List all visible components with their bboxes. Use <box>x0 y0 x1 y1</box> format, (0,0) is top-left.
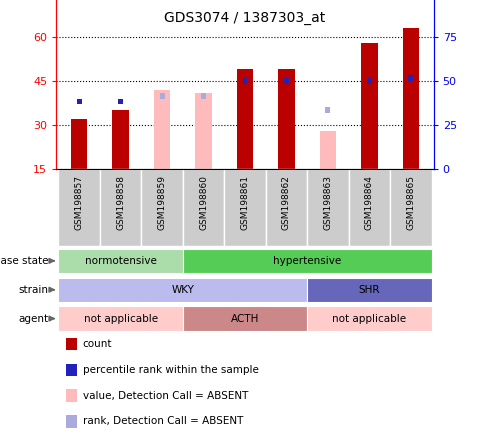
Text: GSM198864: GSM198864 <box>365 175 374 230</box>
Bar <box>76 99 82 104</box>
Text: hypertensive: hypertensive <box>273 256 342 266</box>
Bar <box>100 169 141 246</box>
Bar <box>349 169 390 246</box>
Bar <box>319 131 336 169</box>
Text: GSM198861: GSM198861 <box>241 175 249 230</box>
Bar <box>361 43 378 169</box>
Text: GSM198858: GSM198858 <box>116 175 125 230</box>
Text: disease state: disease state <box>0 256 49 266</box>
Bar <box>112 110 129 169</box>
Bar <box>237 69 253 169</box>
Bar <box>183 306 307 331</box>
Bar <box>71 119 87 169</box>
Bar <box>195 93 212 169</box>
Bar <box>183 169 224 246</box>
Text: percentile rank within the sample: percentile rank within the sample <box>83 365 259 375</box>
Text: GSM198859: GSM198859 <box>158 175 167 230</box>
Text: WKY: WKY <box>172 285 194 295</box>
Text: count: count <box>83 339 112 349</box>
Text: GSM198857: GSM198857 <box>74 175 84 230</box>
Bar <box>58 249 183 273</box>
Bar <box>408 75 414 81</box>
Text: ACTH: ACTH <box>231 313 259 324</box>
Bar <box>390 169 432 246</box>
Text: strain: strain <box>19 285 49 295</box>
Bar <box>307 306 432 331</box>
Text: agent: agent <box>19 313 49 324</box>
Text: normotensive: normotensive <box>85 256 156 266</box>
Bar <box>224 169 266 246</box>
Bar <box>201 93 206 99</box>
Bar <box>266 169 307 246</box>
Bar <box>243 78 247 84</box>
Bar <box>58 278 307 302</box>
Bar <box>284 78 289 84</box>
Bar <box>278 69 295 169</box>
Bar <box>118 99 123 104</box>
Text: SHR: SHR <box>359 285 380 295</box>
Text: GSM198863: GSM198863 <box>323 175 332 230</box>
Text: not applicable: not applicable <box>332 313 406 324</box>
Bar <box>307 169 349 246</box>
Text: GSM198865: GSM198865 <box>406 175 416 230</box>
Text: GSM198862: GSM198862 <box>282 175 291 230</box>
Bar <box>160 93 165 99</box>
Bar <box>367 78 372 84</box>
Bar <box>183 249 432 273</box>
Text: GSM198860: GSM198860 <box>199 175 208 230</box>
Text: not applicable: not applicable <box>84 313 158 324</box>
Bar <box>325 107 330 113</box>
Bar <box>403 28 419 169</box>
Bar <box>58 169 100 246</box>
Text: value, Detection Call = ABSENT: value, Detection Call = ABSENT <box>83 391 248 400</box>
Text: rank, Detection Call = ABSENT: rank, Detection Call = ABSENT <box>83 416 243 426</box>
Bar <box>141 169 183 246</box>
Text: GDS3074 / 1387303_at: GDS3074 / 1387303_at <box>164 11 326 25</box>
Bar <box>154 90 171 169</box>
Bar <box>307 278 432 302</box>
Bar <box>58 306 183 331</box>
